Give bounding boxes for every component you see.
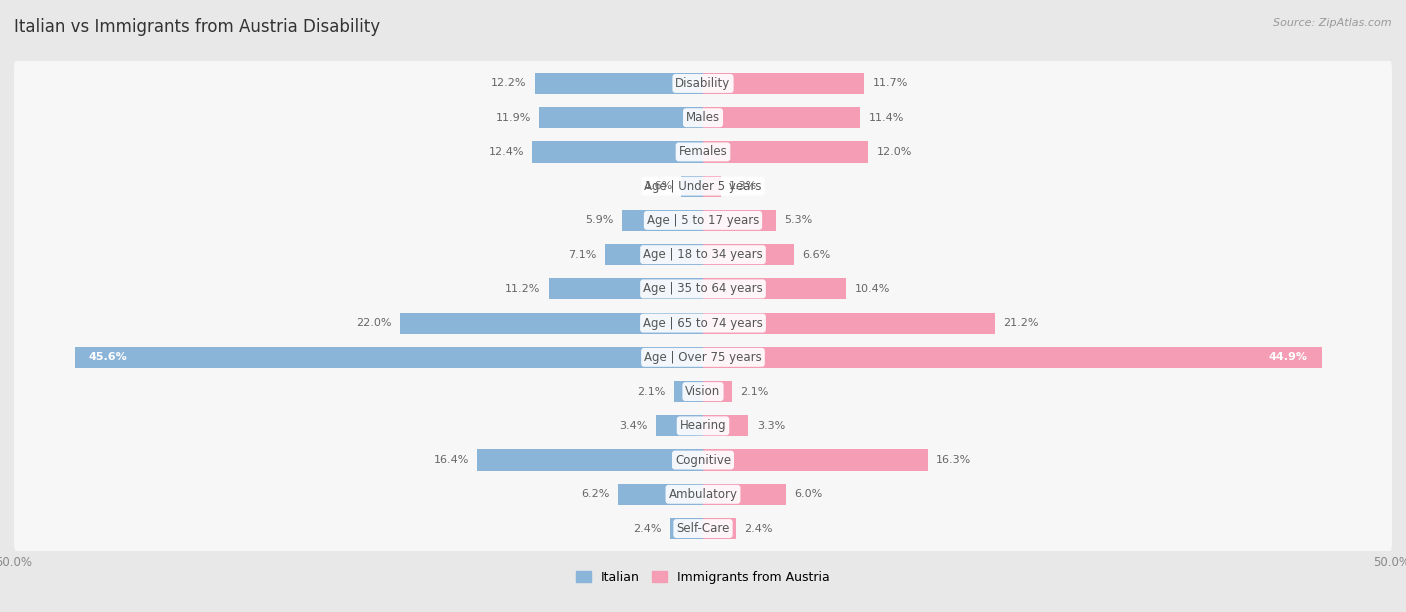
Bar bbox=[703, 107, 860, 129]
FancyBboxPatch shape bbox=[14, 59, 1392, 108]
Bar bbox=[605, 244, 703, 265]
Text: 45.6%: 45.6% bbox=[89, 353, 127, 362]
Text: 3.4%: 3.4% bbox=[620, 421, 648, 431]
Bar bbox=[399, 313, 703, 334]
Text: Age | 18 to 34 years: Age | 18 to 34 years bbox=[643, 248, 763, 261]
Text: 2.4%: 2.4% bbox=[633, 523, 662, 534]
Text: 6.0%: 6.0% bbox=[794, 490, 823, 499]
Bar bbox=[477, 449, 703, 471]
Bar bbox=[673, 381, 703, 402]
Bar bbox=[531, 141, 703, 163]
Bar bbox=[75, 347, 703, 368]
Text: 3.3%: 3.3% bbox=[756, 421, 785, 431]
FancyBboxPatch shape bbox=[14, 230, 1392, 279]
Bar bbox=[703, 483, 786, 505]
FancyBboxPatch shape bbox=[14, 504, 1392, 553]
Bar bbox=[703, 449, 928, 471]
Bar bbox=[621, 210, 703, 231]
Legend: Italian, Immigrants from Austria: Italian, Immigrants from Austria bbox=[576, 571, 830, 584]
Bar bbox=[703, 381, 733, 402]
Text: 12.4%: 12.4% bbox=[488, 147, 524, 157]
Text: 1.6%: 1.6% bbox=[644, 181, 672, 191]
Text: Age | 65 to 74 years: Age | 65 to 74 years bbox=[643, 316, 763, 330]
Text: 11.4%: 11.4% bbox=[869, 113, 904, 122]
Bar bbox=[657, 415, 703, 436]
Text: 44.9%: 44.9% bbox=[1268, 353, 1308, 362]
FancyBboxPatch shape bbox=[14, 93, 1392, 143]
Text: Age | Over 75 years: Age | Over 75 years bbox=[644, 351, 762, 364]
Text: 6.6%: 6.6% bbox=[803, 250, 831, 259]
Bar bbox=[703, 244, 794, 265]
Text: Ambulatory: Ambulatory bbox=[668, 488, 738, 501]
Text: 6.2%: 6.2% bbox=[581, 490, 609, 499]
Text: 21.2%: 21.2% bbox=[1004, 318, 1039, 328]
FancyBboxPatch shape bbox=[14, 196, 1392, 245]
Text: 2.4%: 2.4% bbox=[744, 523, 773, 534]
FancyBboxPatch shape bbox=[14, 127, 1392, 177]
Bar bbox=[703, 73, 865, 94]
FancyBboxPatch shape bbox=[14, 469, 1392, 519]
Text: Self-Care: Self-Care bbox=[676, 522, 730, 535]
Bar bbox=[669, 518, 703, 539]
Bar bbox=[703, 176, 721, 197]
Text: 2.1%: 2.1% bbox=[637, 387, 666, 397]
Bar bbox=[534, 73, 703, 94]
Bar bbox=[703, 210, 776, 231]
Text: Age | Under 5 years: Age | Under 5 years bbox=[644, 180, 762, 193]
FancyBboxPatch shape bbox=[14, 367, 1392, 416]
Text: 11.7%: 11.7% bbox=[873, 78, 908, 89]
Bar bbox=[538, 107, 703, 129]
Text: Italian vs Immigrants from Austria Disability: Italian vs Immigrants from Austria Disab… bbox=[14, 18, 380, 36]
Bar bbox=[703, 518, 737, 539]
Text: 11.9%: 11.9% bbox=[495, 113, 531, 122]
FancyBboxPatch shape bbox=[14, 435, 1392, 485]
Text: 1.3%: 1.3% bbox=[730, 181, 758, 191]
Text: 12.0%: 12.0% bbox=[876, 147, 912, 157]
FancyBboxPatch shape bbox=[14, 162, 1392, 211]
Bar bbox=[548, 278, 703, 299]
Text: 11.2%: 11.2% bbox=[505, 284, 540, 294]
Bar bbox=[703, 141, 869, 163]
Text: 12.2%: 12.2% bbox=[491, 78, 527, 89]
Text: Source: ZipAtlas.com: Source: ZipAtlas.com bbox=[1274, 18, 1392, 28]
Text: Cognitive: Cognitive bbox=[675, 453, 731, 466]
Text: 10.4%: 10.4% bbox=[855, 284, 890, 294]
Text: 22.0%: 22.0% bbox=[356, 318, 392, 328]
Text: Hearing: Hearing bbox=[679, 419, 727, 432]
Bar bbox=[703, 278, 846, 299]
Bar bbox=[703, 347, 1322, 368]
Text: Vision: Vision bbox=[685, 385, 721, 398]
Text: Females: Females bbox=[679, 146, 727, 159]
Text: 16.4%: 16.4% bbox=[433, 455, 468, 465]
FancyBboxPatch shape bbox=[14, 333, 1392, 382]
FancyBboxPatch shape bbox=[14, 401, 1392, 450]
Text: Age | 5 to 17 years: Age | 5 to 17 years bbox=[647, 214, 759, 227]
Bar bbox=[617, 483, 703, 505]
Text: 16.3%: 16.3% bbox=[936, 455, 972, 465]
Text: 7.1%: 7.1% bbox=[568, 250, 598, 259]
Text: Age | 35 to 64 years: Age | 35 to 64 years bbox=[643, 282, 763, 296]
Text: Disability: Disability bbox=[675, 77, 731, 90]
Text: Males: Males bbox=[686, 111, 720, 124]
Text: 2.1%: 2.1% bbox=[740, 387, 769, 397]
Text: 5.9%: 5.9% bbox=[585, 215, 613, 225]
FancyBboxPatch shape bbox=[14, 264, 1392, 313]
Text: 5.3%: 5.3% bbox=[785, 215, 813, 225]
Bar bbox=[703, 415, 748, 436]
Bar bbox=[681, 176, 703, 197]
Bar bbox=[703, 313, 995, 334]
FancyBboxPatch shape bbox=[14, 299, 1392, 348]
